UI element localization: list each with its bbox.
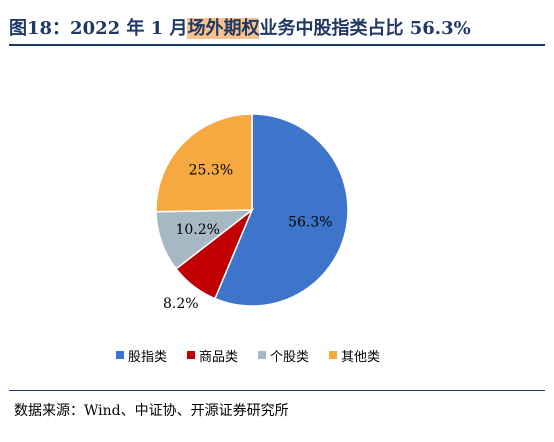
chart-title: 图18：2022 年 1 月场外期权业务中股指类占比 56.3% <box>9 14 471 40</box>
title-highlight: 场外期权 <box>187 18 260 39</box>
pie-slice-4 <box>155 113 253 213</box>
source-note: 数据来源：Wind、中证协、开源证券研究所 <box>14 403 289 419</box>
legend-label-4: 其他类 <box>341 349 381 365</box>
source-rule <box>9 390 545 391</box>
pie-label-4: 25.3% <box>189 163 233 179</box>
title-rule <box>9 44 545 46</box>
legend-swatch-3 <box>258 351 267 359</box>
legend-label-1: 股指类 <box>128 349 168 365</box>
legend-swatch-2 <box>187 351 196 359</box>
legend-item-3: 个股类 <box>258 346 309 365</box>
chart-legend: 股指类 商品类 个股类 其他类 <box>116 346 380 365</box>
legend-swatch-1 <box>116 351 124 359</box>
legend-item-2: 商品类 <box>187 346 238 365</box>
pie-label-1: 56.3% <box>288 215 332 231</box>
legend-label-2: 商品类 <box>199 349 239 365</box>
pie-label-2: 8.2% <box>163 296 199 312</box>
title-prefix: 图18：2022 年 1 月 <box>9 18 188 39</box>
pie-label-3: 10.2% <box>175 222 219 238</box>
title-bar: 图18：2022 年 1 月场外期权业务中股指类占比 56.3% <box>9 4 545 46</box>
pie-slice-1 <box>214 113 349 307</box>
legend-item-4: 其他类 <box>329 346 380 365</box>
legend-swatch-4 <box>329 351 338 359</box>
title-suffix: 业务中股指类占比 56.3% <box>259 18 471 39</box>
legend-label-3: 个股类 <box>270 349 310 365</box>
legend-item-1: 股指类 <box>116 346 167 365</box>
